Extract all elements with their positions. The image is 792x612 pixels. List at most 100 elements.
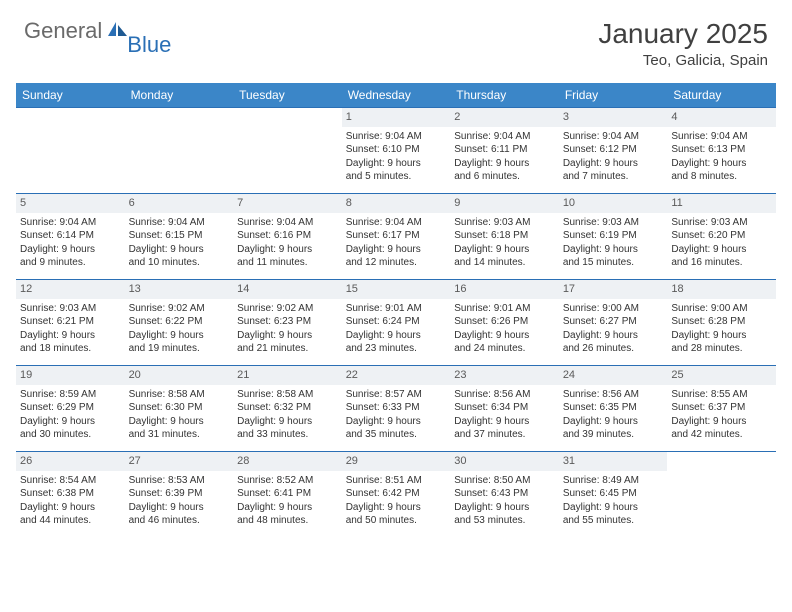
daylight-text: and 31 minutes. [129,428,230,442]
day-cell: 26Sunrise: 8:54 AMSunset: 6:38 PMDayligh… [16,452,125,538]
daylight-text: and 10 minutes. [129,256,230,270]
daylight-text: and 33 minutes. [237,428,338,442]
day-cell: 27Sunrise: 8:53 AMSunset: 6:39 PMDayligh… [125,452,234,538]
day-cell: 12Sunrise: 9:03 AMSunset: 6:21 PMDayligh… [16,280,125,366]
day-cell: 8Sunrise: 9:04 AMSunset: 6:17 PMDaylight… [342,194,451,280]
sunrise-text: Sunrise: 9:01 AM [454,302,555,316]
daylight-text: and 8 minutes. [671,170,772,184]
daylight-text: and 16 minutes. [671,256,772,270]
daylight-text: Daylight: 9 hours [563,501,664,515]
daylight-text: and 37 minutes. [454,428,555,442]
day-cell: 24Sunrise: 8:56 AMSunset: 6:35 PMDayligh… [559,366,668,452]
daylight-text: Daylight: 9 hours [346,329,447,343]
daylight-text: Daylight: 9 hours [237,329,338,343]
day-cell: 21Sunrise: 8:58 AMSunset: 6:32 PMDayligh… [233,366,342,452]
day-cell: 6Sunrise: 9:04 AMSunset: 6:15 PMDaylight… [125,194,234,280]
day-cell: 18 Sunrise: 9:00 AMSunset: 6:28 PMDayligh… [667,280,776,366]
day-number: 1 [342,108,451,127]
week-row: 1Sunrise: 9:04 AMSunset: 6:10 PMDaylight… [16,108,776,194]
day-number: 27 [125,452,234,471]
sunrise-text: Sunrise: 8:53 AM [129,474,230,488]
day-cell: 11 Sunrise: 9:03 AMSunset: 6:20 PMDayligh… [667,194,776,280]
daylight-text: Daylight: 9 hours [563,329,664,343]
day-cell: 5Sunrise: 9:04 AMSunset: 6:14 PMDaylight… [16,194,125,280]
sunset-text: Sunset: 6:24 PM [346,315,447,329]
daylight-text: Daylight: 9 hours [129,501,230,515]
day-number: 17 [559,280,668,299]
sunset-text: Sunset: 6:14 PM [20,229,121,243]
sunrise-text: Sunrise: 9:03 AM [671,216,772,230]
daylight-text: Daylight: 9 hours [454,501,555,515]
daylight-text: and 44 minutes. [20,514,121,528]
sunset-text: Sunset: 6:20 PM [671,229,772,243]
sunrise-text: Sunrise: 8:49 AM [563,474,664,488]
day-cell: 16Sunrise: 9:01 AMSunset: 6:26 PMDayligh… [450,280,559,366]
logo-text-blue: Blue [127,32,171,58]
title-block: January 2025 Teo, Galicia, Spain [598,18,768,69]
week-row: 12Sunrise: 9:03 AMSunset: 6:21 PMDayligh… [16,280,776,366]
day-number: 28 [233,452,342,471]
day-number: 18 [667,280,776,299]
sunset-text: Sunset: 6:28 PM [671,315,772,329]
daylight-text: and 55 minutes. [563,514,664,528]
sunrise-text: Sunrise: 9:00 AM [671,302,772,316]
page-header: General Blue January 2025 Teo, Galicia, … [0,0,792,77]
daylight-text: Daylight: 9 hours [671,329,772,343]
sunrise-text: Sunrise: 8:55 AM [671,388,772,402]
day-cell: 1Sunrise: 9:04 AMSunset: 6:10 PMDaylight… [342,108,451,194]
sunrise-text: Sunrise: 9:04 AM [346,130,447,144]
daylight-text: Daylight: 9 hours [563,243,664,257]
day-cell: 3Sunrise: 9:04 AMSunset: 6:12 PMDaylight… [559,108,668,194]
sunset-text: Sunset: 6:41 PM [237,487,338,501]
daylight-text: Daylight: 9 hours [671,157,772,171]
daylight-text: Daylight: 9 hours [20,501,121,515]
day-number: 20 [125,366,234,385]
logo-text-general: General [24,18,102,44]
day-cell: 20Sunrise: 8:58 AMSunset: 6:30 PMDayligh… [125,366,234,452]
day-number: 19 [16,366,125,385]
sunset-text: Sunset: 6:15 PM [129,229,230,243]
day-header: Sunday [16,83,125,108]
day-header: Monday [125,83,234,108]
sunrise-text: Sunrise: 9:00 AM [563,302,664,316]
daylight-text: Daylight: 9 hours [20,243,121,257]
day-cell [667,452,776,538]
daylight-text: and 42 minutes. [671,428,772,442]
daylight-text: Daylight: 9 hours [671,243,772,257]
day-cell [16,108,125,194]
sunrise-text: Sunrise: 8:51 AM [346,474,447,488]
day-number: 11 [667,194,776,213]
sunset-text: Sunset: 6:45 PM [563,487,664,501]
daylight-text: Daylight: 9 hours [346,501,447,515]
day-cell: 23Sunrise: 8:56 AMSunset: 6:34 PMDayligh… [450,366,559,452]
sunset-text: Sunset: 6:10 PM [346,143,447,157]
day-cell: 22Sunrise: 8:57 AMSunset: 6:33 PMDayligh… [342,366,451,452]
daylight-text: and 9 minutes. [20,256,121,270]
sunrise-text: Sunrise: 8:54 AM [20,474,121,488]
sunrise-text: Sunrise: 9:04 AM [454,130,555,144]
sunrise-text: Sunrise: 9:03 AM [563,216,664,230]
daylight-text: and 24 minutes. [454,342,555,356]
day-header: Saturday [667,83,776,108]
day-number: 9 [450,194,559,213]
daylight-text: and 30 minutes. [20,428,121,442]
daylight-text: Daylight: 9 hours [237,243,338,257]
day-number: 25 [667,366,776,385]
sunset-text: Sunset: 6:29 PM [20,401,121,415]
daylight-text: Daylight: 9 hours [20,329,121,343]
day-number: 26 [16,452,125,471]
daylight-text: and 5 minutes. [346,170,447,184]
daylight-text: Daylight: 9 hours [129,243,230,257]
sunset-text: Sunset: 6:16 PM [237,229,338,243]
daylight-text: Daylight: 9 hours [237,415,338,429]
sunrise-text: Sunrise: 8:52 AM [237,474,338,488]
day-header: Wednesday [342,83,451,108]
day-number: 31 [559,452,668,471]
day-number: 5 [16,194,125,213]
daylight-text: Daylight: 9 hours [129,415,230,429]
sunrise-text: Sunrise: 9:02 AM [237,302,338,316]
daylight-text: Daylight: 9 hours [346,415,447,429]
sunset-text: Sunset: 6:37 PM [671,401,772,415]
sunset-text: Sunset: 6:13 PM [671,143,772,157]
sunrise-text: Sunrise: 9:04 AM [346,216,447,230]
